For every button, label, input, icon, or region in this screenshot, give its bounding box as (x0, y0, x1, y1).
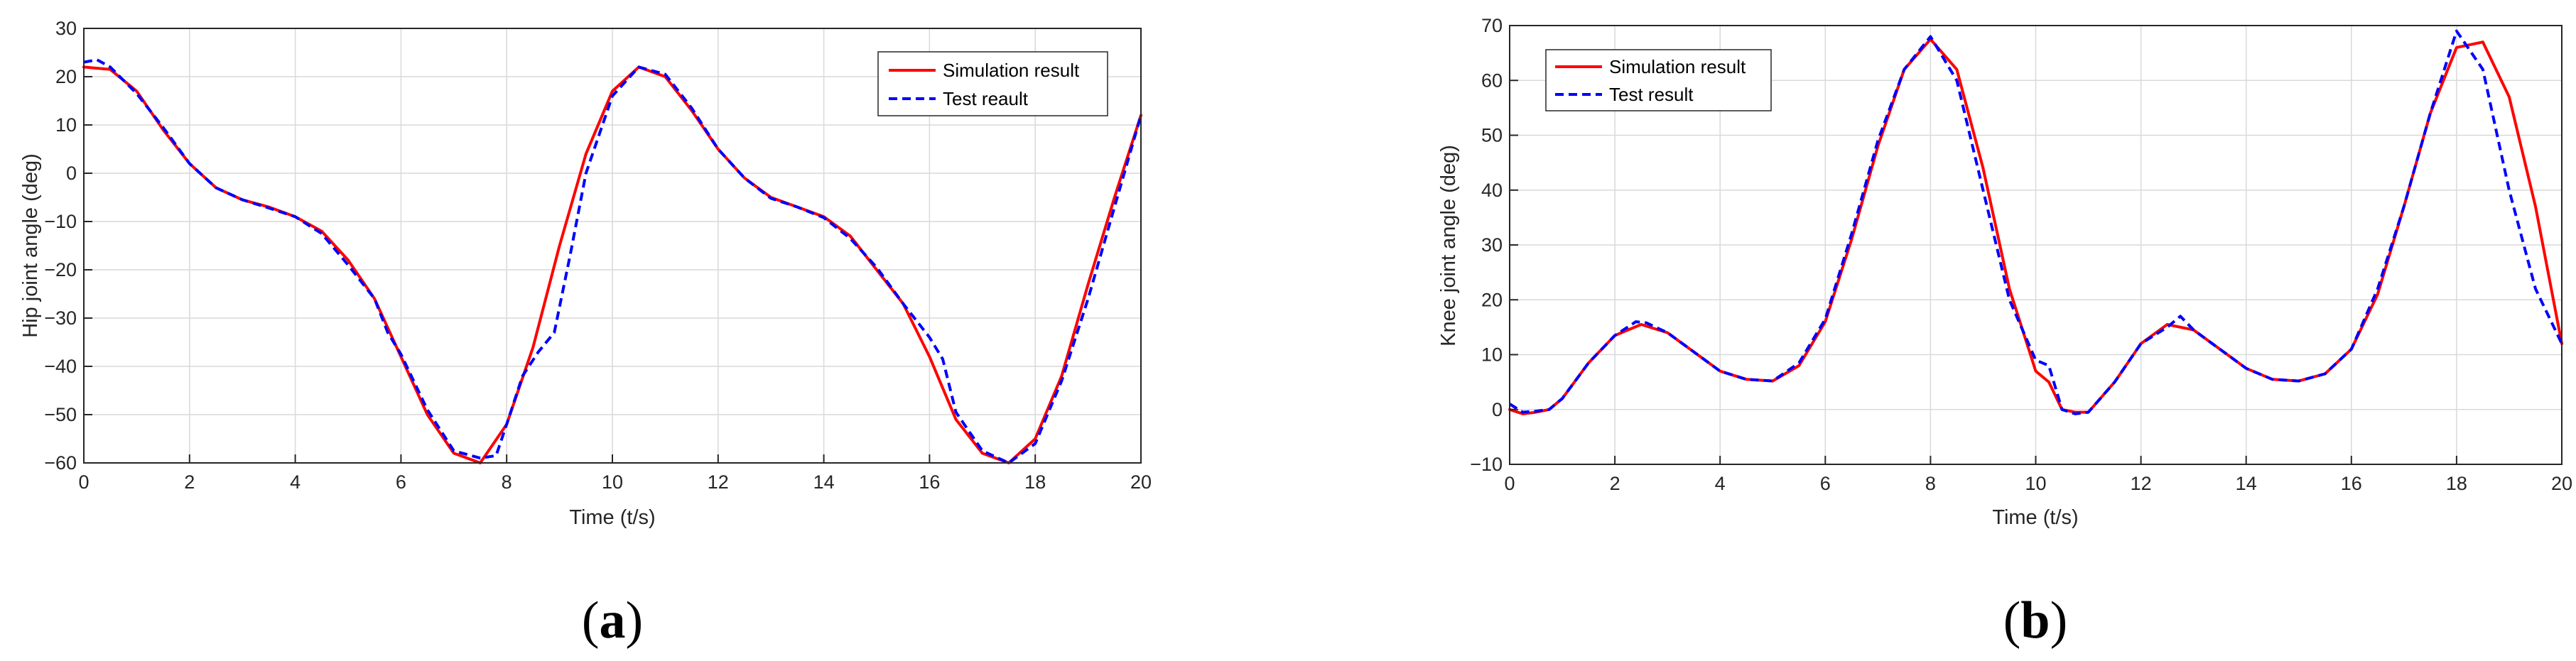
y-tick-label: −30 (44, 307, 77, 329)
x-tick-label: 2 (1610, 473, 1620, 494)
hip-joint-chart: 0 2 4 6 8 10 12 14 16 18 20 −60 −50 −40 −30 −20 −10 0 10 20… (19, 18, 1152, 529)
y-tick-label: 10 (1481, 344, 1503, 366)
y-tick-label: 20 (1481, 289, 1503, 310)
x-tick-label: 2 (184, 471, 195, 493)
y-tick-label: −40 (44, 356, 77, 377)
grid (1510, 26, 2562, 464)
x-tick-label: 12 (2131, 473, 2152, 494)
x-tick-label: 20 (2551, 473, 2572, 494)
x-axis-label: Time (t/s) (569, 506, 655, 529)
y-axis-label: Knee joint angle (deg) (1437, 145, 1460, 346)
legend-label-test: Test reault (943, 88, 1029, 109)
legend-label-simulation: Simulation result (1609, 56, 1746, 77)
x-tick-label: 10 (2025, 473, 2046, 494)
y-tick-label: 30 (55, 18, 77, 39)
y-tick-label: 0 (1492, 399, 1503, 420)
y-tick-label: 20 (55, 66, 77, 87)
panel-close-paren: ) (626, 591, 644, 650)
legend-box (1545, 49, 1772, 111)
x-tick-label: 18 (2446, 473, 2467, 494)
legend-box (877, 51, 1108, 116)
y-tick-label: 30 (1481, 234, 1503, 256)
x-axis-label: Time (t/s) (1992, 506, 2078, 529)
y-tick-label: 40 (1481, 180, 1503, 201)
panel-open-paren: ( (2003, 591, 2021, 650)
y-tick-label: −50 (44, 404, 77, 425)
y-tick-label: −60 (44, 452, 77, 474)
simulation-series-line (1508, 38, 2563, 415)
panel-close-paren: ) (2050, 591, 2068, 650)
x-tick-label: 14 (2236, 473, 2257, 494)
legend: Simulation result Test reault (877, 51, 1108, 116)
x-tick-label: 16 (919, 471, 940, 493)
panel-open-paren: ( (582, 591, 600, 650)
x-tick-label: 4 (1715, 473, 1726, 494)
x-tick-label: 20 (1130, 471, 1152, 493)
x-tick-label: 10 (602, 471, 623, 493)
ticks: 0 2 4 6 8 10 12 14 16 18 20 −60 −50 −40 −30 −20 −10 0 10 20… (44, 18, 1152, 493)
legend: Simulation result Test result (1545, 49, 1772, 111)
x-tick-label: 18 (1024, 471, 1046, 493)
panel-letter: b (2020, 591, 2050, 650)
x-tick-label: 6 (396, 471, 406, 493)
y-tick-label: −20 (44, 259, 77, 280)
x-tick-label: 0 (78, 471, 89, 493)
y-tick-label: 10 (55, 114, 77, 136)
panel-letter: a (600, 591, 626, 650)
x-tick-label: 0 (1504, 473, 1515, 494)
y-tick-label: 0 (66, 163, 77, 184)
x-tick-label: 8 (502, 471, 512, 493)
panel-label-b: (b) (2003, 591, 2067, 650)
y-tick-label: −10 (1470, 454, 1503, 475)
y-tick-label: 60 (1481, 70, 1503, 91)
y-tick-label: 50 (1481, 125, 1503, 146)
y-axis-label: Hip joint angle (deg) (19, 153, 42, 338)
x-tick-label: 4 (290, 471, 301, 493)
series-group (1508, 29, 2563, 415)
series-group (82, 58, 1142, 464)
x-tick-label: 8 (1925, 473, 1936, 494)
legend-label-test: Test result (1609, 84, 1694, 105)
legend-label-simulation: Simulation result (943, 60, 1080, 81)
x-tick-label: 12 (708, 471, 729, 493)
x-tick-label: 14 (813, 471, 835, 493)
y-tick-label: −10 (44, 211, 77, 232)
x-tick-label: 6 (1820, 473, 1831, 494)
y-tick-label: 70 (1481, 15, 1503, 36)
panel-label-a: (a) (582, 591, 643, 650)
x-tick-label: 16 (2341, 473, 2362, 494)
